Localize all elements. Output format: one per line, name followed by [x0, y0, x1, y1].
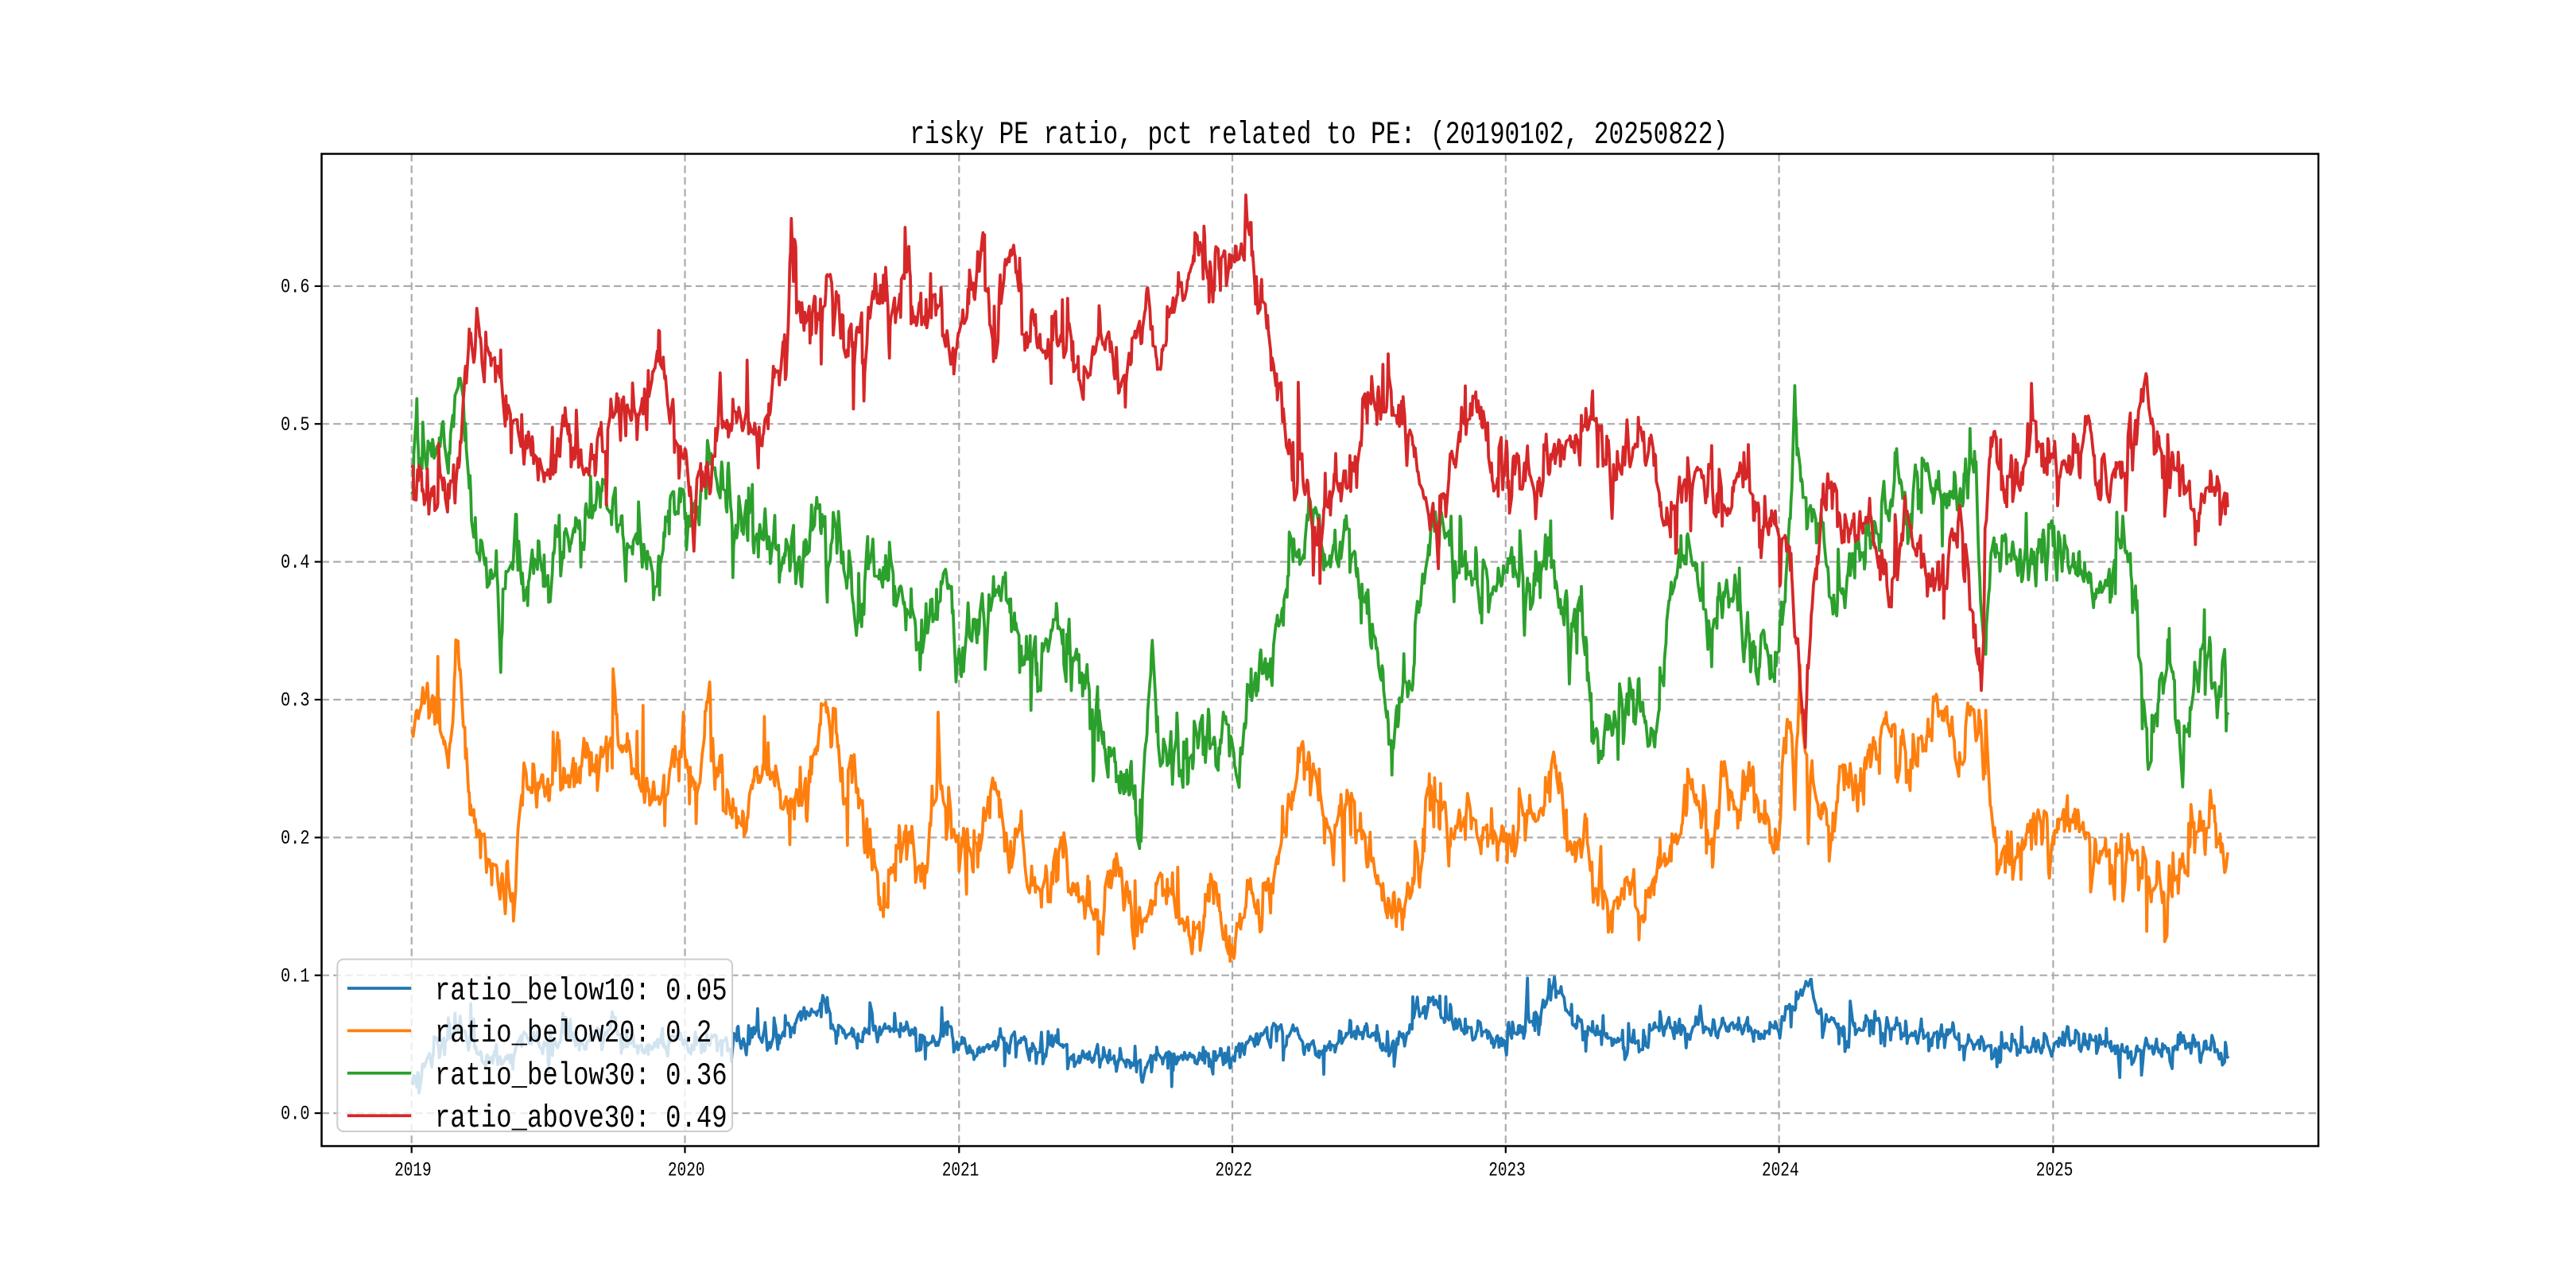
svg-text:0.4: 0.4	[281, 551, 310, 574]
svg-text:0.3: 0.3	[281, 689, 310, 712]
svg-text:2021: 2021	[942, 1159, 980, 1182]
svg-text:ratio_above30: 0.49: ratio_above30: 0.49	[435, 1100, 727, 1136]
svg-text:ratio_below30: 0.36: ratio_below30: 0.36	[435, 1058, 727, 1094]
svg-text:2024: 2024	[1762, 1159, 1799, 1182]
svg-text:0.0: 0.0	[281, 1103, 310, 1126]
svg-text:2020: 2020	[668, 1159, 705, 1182]
svg-text:risky PE ratio, pct related to: risky PE ratio, pct related to PE: (2019…	[910, 118, 1728, 153]
svg-text:ratio_below10: 0.05: ratio_below10: 0.05	[435, 973, 727, 1009]
svg-text:0.5: 0.5	[281, 413, 310, 436]
svg-text:0.6: 0.6	[281, 276, 310, 299]
svg-text:2019: 2019	[394, 1159, 432, 1182]
svg-text:2025: 2025	[2036, 1159, 2074, 1182]
svg-text:0.2: 0.2	[281, 827, 310, 850]
svg-text:2023: 2023	[1488, 1159, 1526, 1182]
svg-text:0.1: 0.1	[281, 964, 310, 987]
svg-text:2022: 2022	[1215, 1159, 1252, 1182]
svg-text:ratio_below20: 0.2: ratio_below20: 0.2	[435, 1015, 712, 1051]
